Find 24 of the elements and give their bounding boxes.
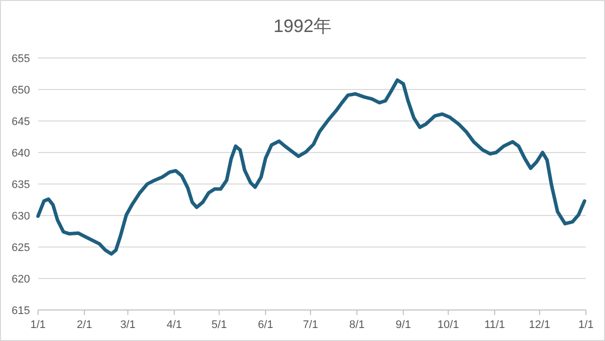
- x-tick-label: 11/1: [484, 319, 505, 331]
- x-tick-label: 5/1: [212, 319, 227, 331]
- y-tick-label: 615: [12, 305, 30, 317]
- x-tick-label: 8/1: [349, 319, 365, 331]
- x-tick-label: 2/1: [76, 319, 92, 331]
- y-tick-label: 630: [12, 210, 30, 222]
- y-tick-label: 625: [12, 242, 30, 254]
- y-tick-label: 620: [12, 274, 30, 286]
- x-tick-label: 7/1: [302, 319, 318, 331]
- x-tick-label: 12/1: [528, 319, 550, 331]
- chart-title: 1992年: [273, 16, 332, 36]
- x-tick-label: 1/1: [578, 319, 594, 331]
- y-tick-label: 650: [12, 84, 30, 96]
- line-series: [36, 78, 586, 256]
- x-tick-label: 4/1: [166, 319, 182, 331]
- y-tick-label: 645: [12, 116, 30, 128]
- y-tick-label: 635: [12, 179, 30, 191]
- x-tick-label: 3/1: [120, 319, 136, 331]
- x-tick-label: 9/1: [396, 319, 411, 331]
- x-tick-label: 1/1: [30, 319, 46, 331]
- x-tick-label: 10/1: [438, 319, 459, 331]
- y-tick-label: 640: [12, 148, 30, 160]
- x-tick-label: 6/1: [258, 319, 274, 331]
- y-tick-label: 655: [12, 53, 30, 65]
